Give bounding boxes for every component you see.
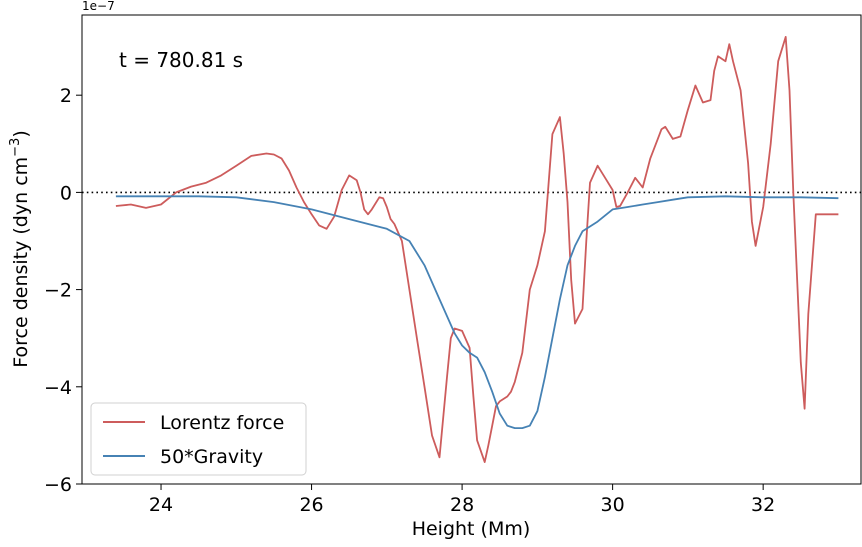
plot-area [81, 14, 862, 485]
y-tick-label: 2 [60, 85, 72, 107]
x-tick-label: 30 [601, 494, 625, 516]
y-tick-label: −4 [44, 377, 72, 399]
x-axis: 24 26 28 30 32 [149, 484, 775, 516]
y-axis: −6 −4 −2 0 2 [44, 85, 82, 496]
series-line-gravity [115, 195, 839, 430]
x-tick-label: 26 [299, 494, 323, 516]
x-tick-label: 28 [450, 494, 474, 516]
plot-frame [81, 14, 862, 485]
y-tick-label: 0 [60, 182, 72, 204]
x-axis-label: Height (Mm) [412, 518, 531, 540]
series-line-lorentz [115, 36, 839, 464]
legend: Lorentz force 50*Gravity [90, 402, 307, 476]
y-tick-label: −2 [44, 280, 72, 302]
legend-label-gravity: 50*Gravity [160, 446, 263, 468]
y-tick-label: −6 [44, 474, 72, 496]
y-offset-label: 1e−7 [82, 0, 115, 13]
time-annotation: t = 780.81 s [119, 48, 243, 72]
x-tick-label: 24 [149, 494, 173, 516]
y-axis-label: Force density (dyn cm−3) [8, 130, 32, 368]
x-tick-label: 32 [751, 494, 775, 516]
legend-label-lorentz: Lorentz force [160, 412, 284, 434]
